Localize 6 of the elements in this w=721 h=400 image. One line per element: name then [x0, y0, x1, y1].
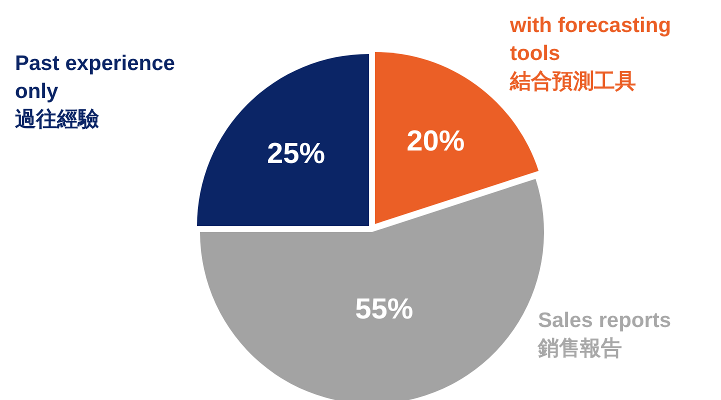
data-label: 20% — [406, 126, 465, 158]
slice-label: with forecasting tools 結合預測工具 — [509, 14, 672, 93]
data-label: 25% — [267, 138, 326, 170]
slice-label: Past experience only 過往經驗 — [15, 52, 175, 131]
slice-label: Sales reports 銷售報告 — [537, 309, 672, 360]
data-label: 55% — [355, 293, 414, 326]
